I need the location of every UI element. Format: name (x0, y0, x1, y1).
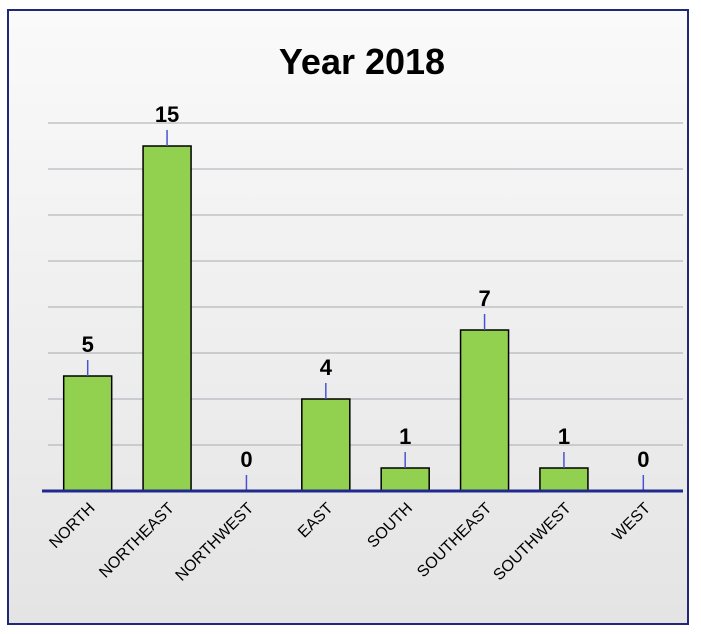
data-label-northeast: 15 (155, 102, 179, 127)
data-label-south: 1 (399, 424, 411, 449)
bar-north (62, 375, 113, 492)
data-labels: 5 15 0 4 1 7 1 0 (82, 102, 650, 472)
data-label-west: 0 (637, 447, 649, 472)
bars (62, 145, 589, 492)
data-label-north: 5 (82, 332, 94, 357)
bar-southeast (459, 329, 510, 492)
bar-southwest (539, 467, 589, 492)
data-label-southeast: 7 (478, 286, 490, 311)
leader-lines (86, 130, 645, 491)
chart-title: Year 2018 (279, 41, 445, 82)
data-label-southwest: 1 (558, 424, 570, 449)
bar-south (380, 467, 430, 492)
chart-background (7, 9, 689, 625)
data-label-east: 4 (320, 355, 333, 380)
bar-northeast (142, 145, 192, 492)
data-label-northwest: 0 (240, 447, 252, 472)
bar-east (301, 398, 351, 492)
